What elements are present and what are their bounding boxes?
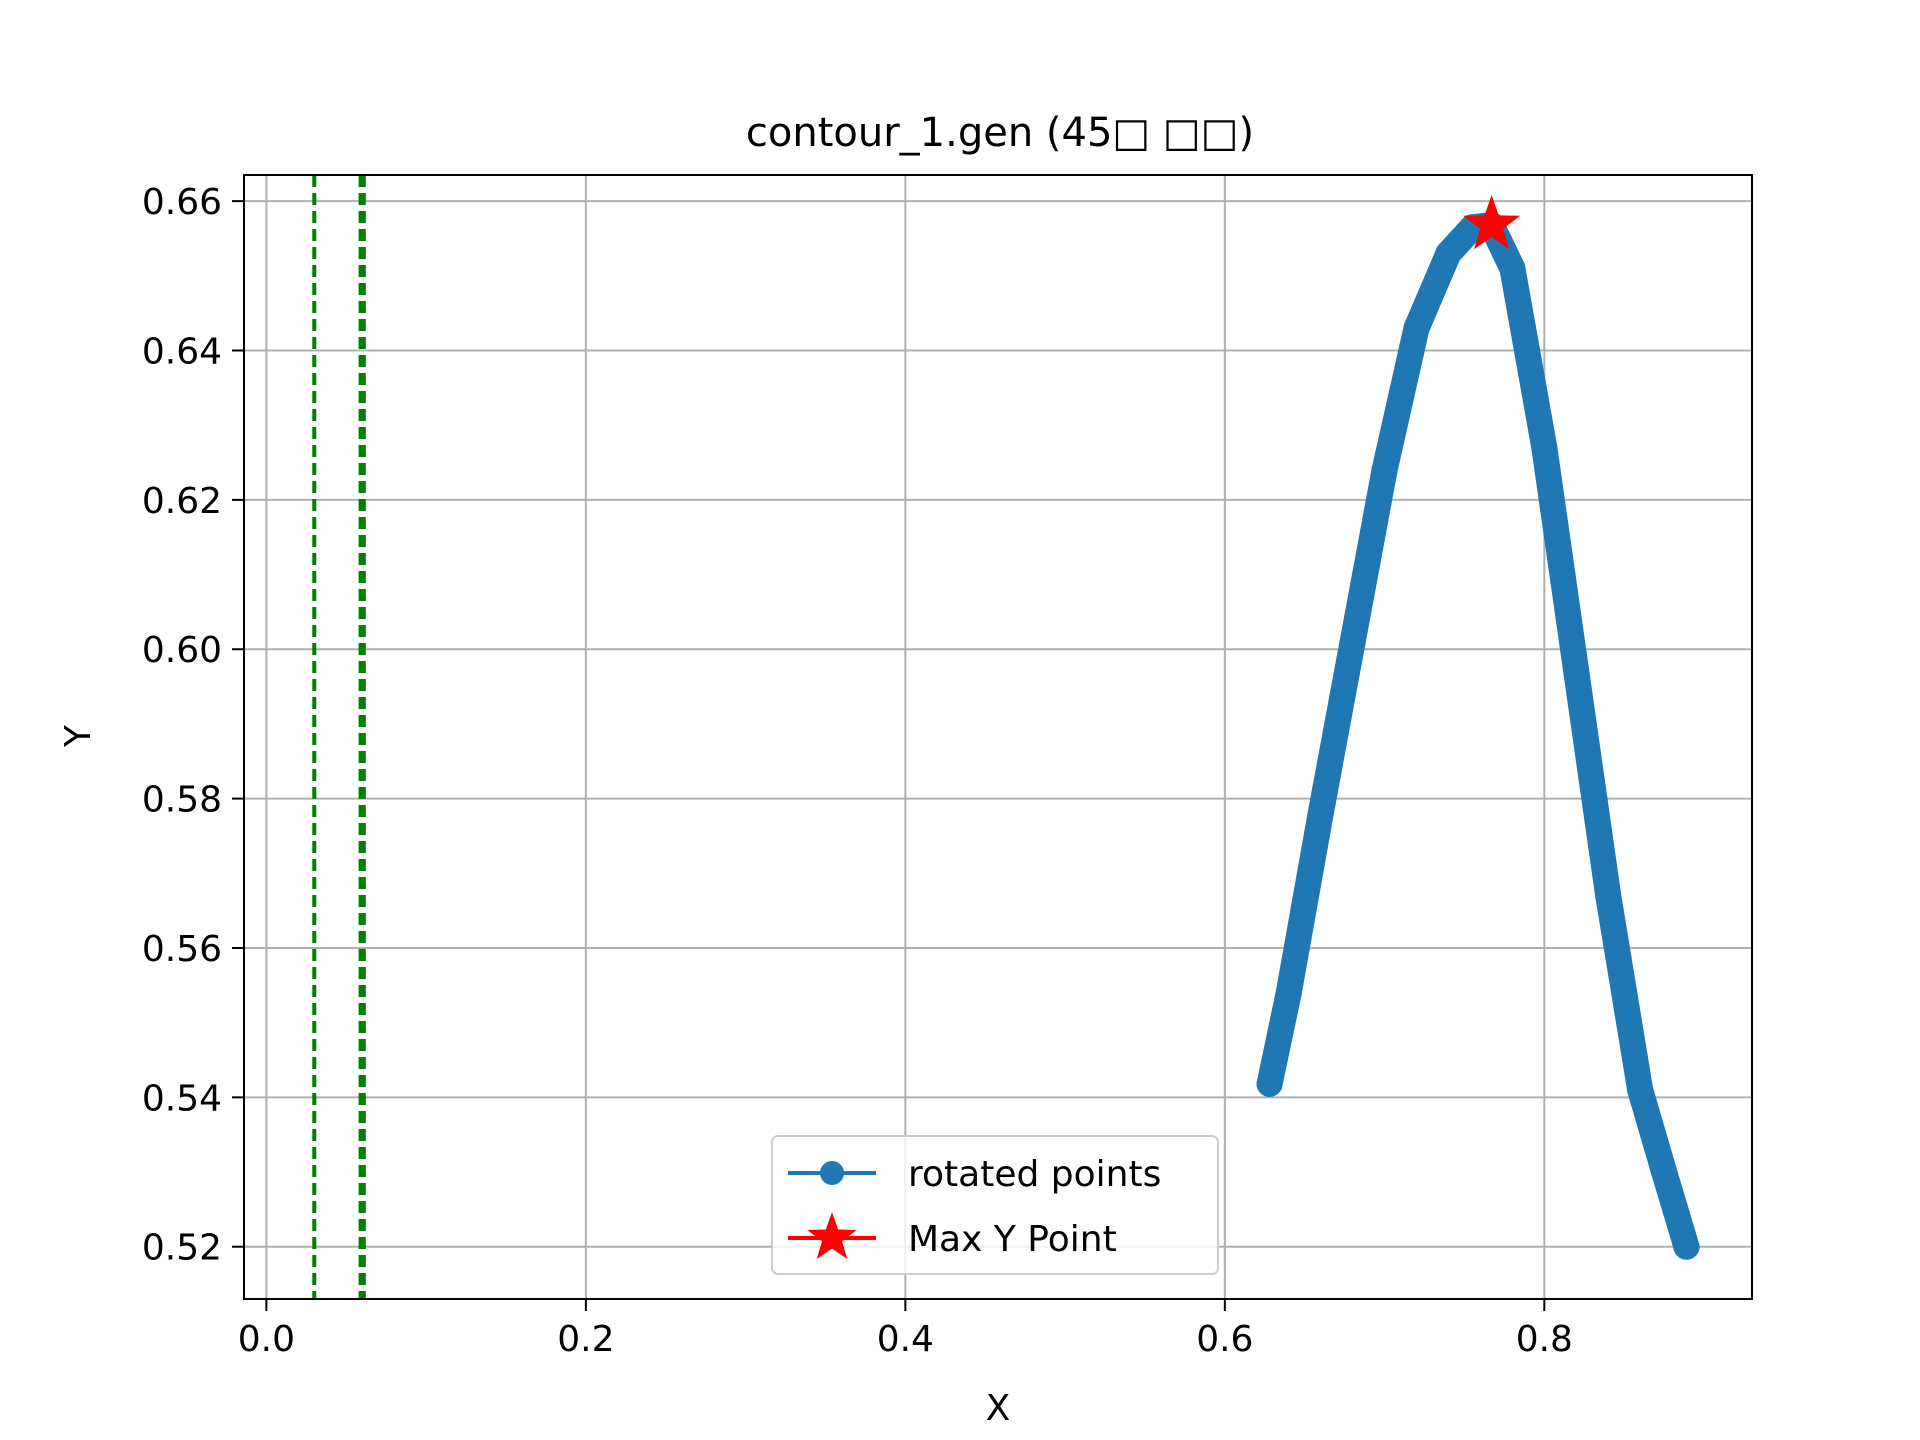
x-tick-label: 0.2 [557, 1319, 614, 1360]
data-point [1627, 1076, 1654, 1103]
legend-label-rotated-points: rotated points [908, 1154, 1161, 1195]
y-tick-label: 0.62 [142, 481, 222, 522]
data-point [1651, 1159, 1678, 1186]
series-layer [1256, 195, 1700, 1260]
y-tick-label: 0.60 [142, 630, 222, 671]
grid-layer [244, 175, 1752, 1299]
y-tick-label: 0.56 [142, 929, 222, 970]
y-tick-label: 0.66 [142, 182, 222, 223]
y-tick-label: 0.52 [142, 1228, 222, 1269]
y-axis-label: Y [58, 724, 99, 748]
reference-lines [312, 175, 366, 1299]
data-point [1339, 628, 1366, 655]
x-tick-label: 0.8 [1516, 1319, 1573, 1360]
x-tick-label: 0.4 [877, 1319, 934, 1360]
max-y-star-marker [1463, 195, 1521, 250]
data-point [1371, 457, 1398, 484]
data-point [1563, 658, 1590, 685]
chart-title: contour_1.gen (45□ □□) [746, 110, 1254, 156]
y-tick-label: 0.64 [142, 332, 222, 373]
legend: rotated points Max Y Point [771, 1135, 1219, 1275]
y-tick-label: 0.58 [142, 780, 222, 821]
data-point [1531, 434, 1558, 461]
legend-marker-star [807, 1212, 857, 1260]
data-point [1256, 1070, 1283, 1097]
x-tick-label: 0.6 [1196, 1319, 1253, 1360]
legend-label-max-y-point: Max Y Point [908, 1219, 1117, 1260]
plot-frame [243, 174, 1753, 1300]
x-tick-label: 0.0 [238, 1319, 295, 1360]
x-axis-label: X [986, 1388, 1011, 1429]
tick-layer: 0.0 0.2 0.4 0.6 0.8 0.52 0.54 0.56 0.58 0.60 0.62 0… [142, 182, 1573, 1360]
data-point [1595, 882, 1622, 909]
y-tick-label: 0.54 [142, 1078, 222, 1119]
data-point [1275, 979, 1302, 1006]
data-point [1435, 240, 1462, 267]
data-point [1499, 255, 1526, 282]
legend-marker-circle [820, 1161, 844, 1185]
legend-box [771, 1135, 1219, 1275]
data-point [1403, 315, 1430, 342]
data-point [1307, 800, 1334, 827]
data-point [1673, 1233, 1700, 1260]
